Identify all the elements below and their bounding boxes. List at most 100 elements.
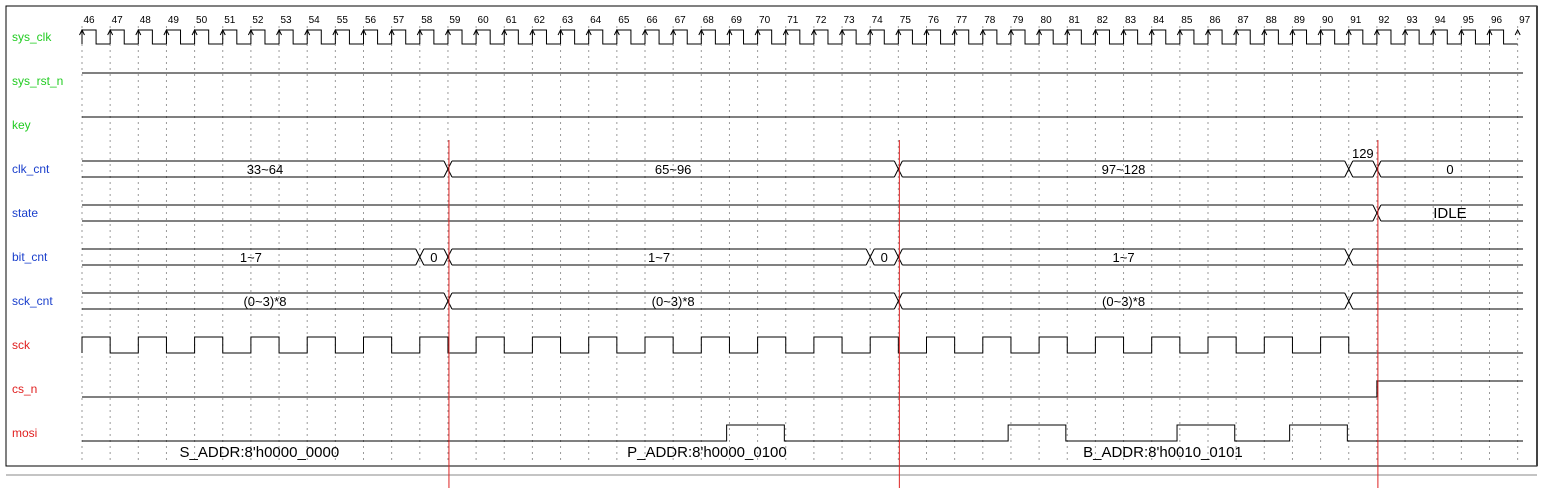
clock-edge-arrow [754,28,761,36]
bus-segment-clk_cnt [447,160,899,178]
cycle-number: 48 [140,15,152,26]
cycle-number: 88 [1266,15,1278,26]
cycle-number: 53 [280,15,292,26]
signal-label-sck: sck [12,338,31,352]
bus-value-clk_cnt: 0 [1446,162,1453,177]
clock-edge-arrow [1486,28,1493,36]
cycle-number: 46 [83,15,95,26]
clock-edge-arrow [1233,28,1240,36]
cycle-number: 74 [872,15,884,26]
cycle-number: 94 [1435,15,1447,26]
bus-segment-sck_cnt [1348,292,1523,310]
wave-cs_n [82,380,1523,398]
bus-value-bit_cnt: 1~7 [648,250,670,265]
cycle-number: 82 [1097,15,1109,26]
bus-value-bit_cnt: 0 [430,250,437,265]
clock-edge-arrow [923,28,930,36]
clock-edge-arrow [1514,28,1521,36]
cycle-number: 49 [168,15,180,26]
clock-edge-arrow [979,28,986,36]
bus-segment-clk_cnt [897,160,1350,178]
clock-edge-arrow [1430,28,1437,36]
bus-segment-bit_cnt [1348,248,1523,266]
wave-mosi [82,424,1523,442]
mosi-annotation: B_ADDR:8'h0010_0101 [1083,444,1243,461]
clock-edge-arrow [332,28,339,36]
bus-segment-bit_cnt [82,248,421,266]
clock-edge-arrow [951,28,958,36]
clock-edge-arrow [895,28,902,36]
bus-segment-clk_cnt [1376,160,1523,178]
cycle-number: 47 [112,15,124,26]
cycle-number: 64 [590,15,602,26]
signal-label-key: key [12,118,31,132]
cycle-grid [81,26,1519,462]
cycle-number: 63 [562,15,574,26]
clock-edge-arrow [135,28,142,36]
clock-edge-arrow [219,28,226,36]
clock-edge-arrow [107,28,114,36]
cycle-number: 70 [759,15,771,26]
cycle-number: 65 [618,15,630,26]
clock-edge-arrow [191,28,198,36]
clock-edge-arrow [839,28,845,36]
bus-value-clk_cnt: 97~128 [1102,162,1146,177]
clock-edge-arrow [613,28,620,36]
cycle-number: 84 [1153,15,1165,26]
bus-segment-clk_cnt [1348,160,1378,178]
cycle-number: 61 [506,15,518,26]
clock-edge-arrow [726,28,733,36]
bus-value-bit_cnt: 1~7 [240,250,262,265]
clock-edge-arrow [276,28,282,36]
cycle-number: 95 [1463,15,1475,26]
cycle-number: 51 [224,15,236,26]
cycle-number: 67 [675,15,687,26]
clock-edge-arrow [585,28,592,36]
signal-label-clk_cnt: clk_cnt [12,162,50,176]
bus-segment-state [82,204,1378,222]
bus-segment-sck_cnt [82,292,449,310]
clock-edge-arrow [1176,28,1183,36]
bus-segment-bit_cnt [419,248,449,266]
clock-edge-arrow [1402,28,1408,36]
clock-edge-arrow [501,28,508,36]
cycle-number: 72 [815,15,827,26]
bus-segment-clk_cnt [82,160,449,178]
bus-segment-sck_cnt [447,292,899,310]
cycle-number: 54 [309,15,321,26]
clock-edge-arrow [1120,28,1127,36]
cursor-markers [448,140,1379,488]
cycle-number-ruler: 46 47 48 49 50 51 52 53 54 55 56 57 58 59 60 61 62 63 64 65… [83,15,1530,26]
clock-edge-arrow [304,28,311,36]
bus-value-clk_cnt: 65~96 [655,162,692,177]
cycle-number: 57 [393,15,405,26]
signal-label-sck_cnt: sck_cnt [12,294,53,308]
bus-value-state: IDLE [1433,205,1466,222]
cycle-number: 79 [1012,15,1024,26]
clock-edge-arrow [1205,28,1211,36]
cycle-number: 90 [1322,15,1334,26]
bus-segment-bit_cnt [869,248,899,266]
clock-edge-arrow [529,28,536,36]
clock-edge-arrow [1064,28,1071,36]
mosi-annotation: S_ADDR:8'h0000_0000 [180,444,340,461]
bus-segment-bit_cnt [447,248,871,266]
clock-edge-arrow [79,28,85,36]
cycle-number: 58 [421,15,433,26]
clock-edge-arrow [698,28,705,36]
signal-label-mosi: mosi [12,426,37,440]
cycle-number: 97 [1519,15,1531,26]
diagram-frame [5,5,1538,476]
cycle-number: 71 [787,15,799,26]
cycle-number: 80 [1041,15,1053,26]
cycle-number: 62 [534,15,546,26]
cycle-number: 75 [900,15,912,26]
cycle-number: 92 [1378,15,1390,26]
cycle-number: 89 [1294,15,1306,26]
signal-label-bit_cnt: bit_cnt [12,250,48,264]
cycle-number: 68 [703,15,715,26]
clock-edge-arrow [1261,28,1268,36]
clock-edge-arrow [1317,28,1324,36]
